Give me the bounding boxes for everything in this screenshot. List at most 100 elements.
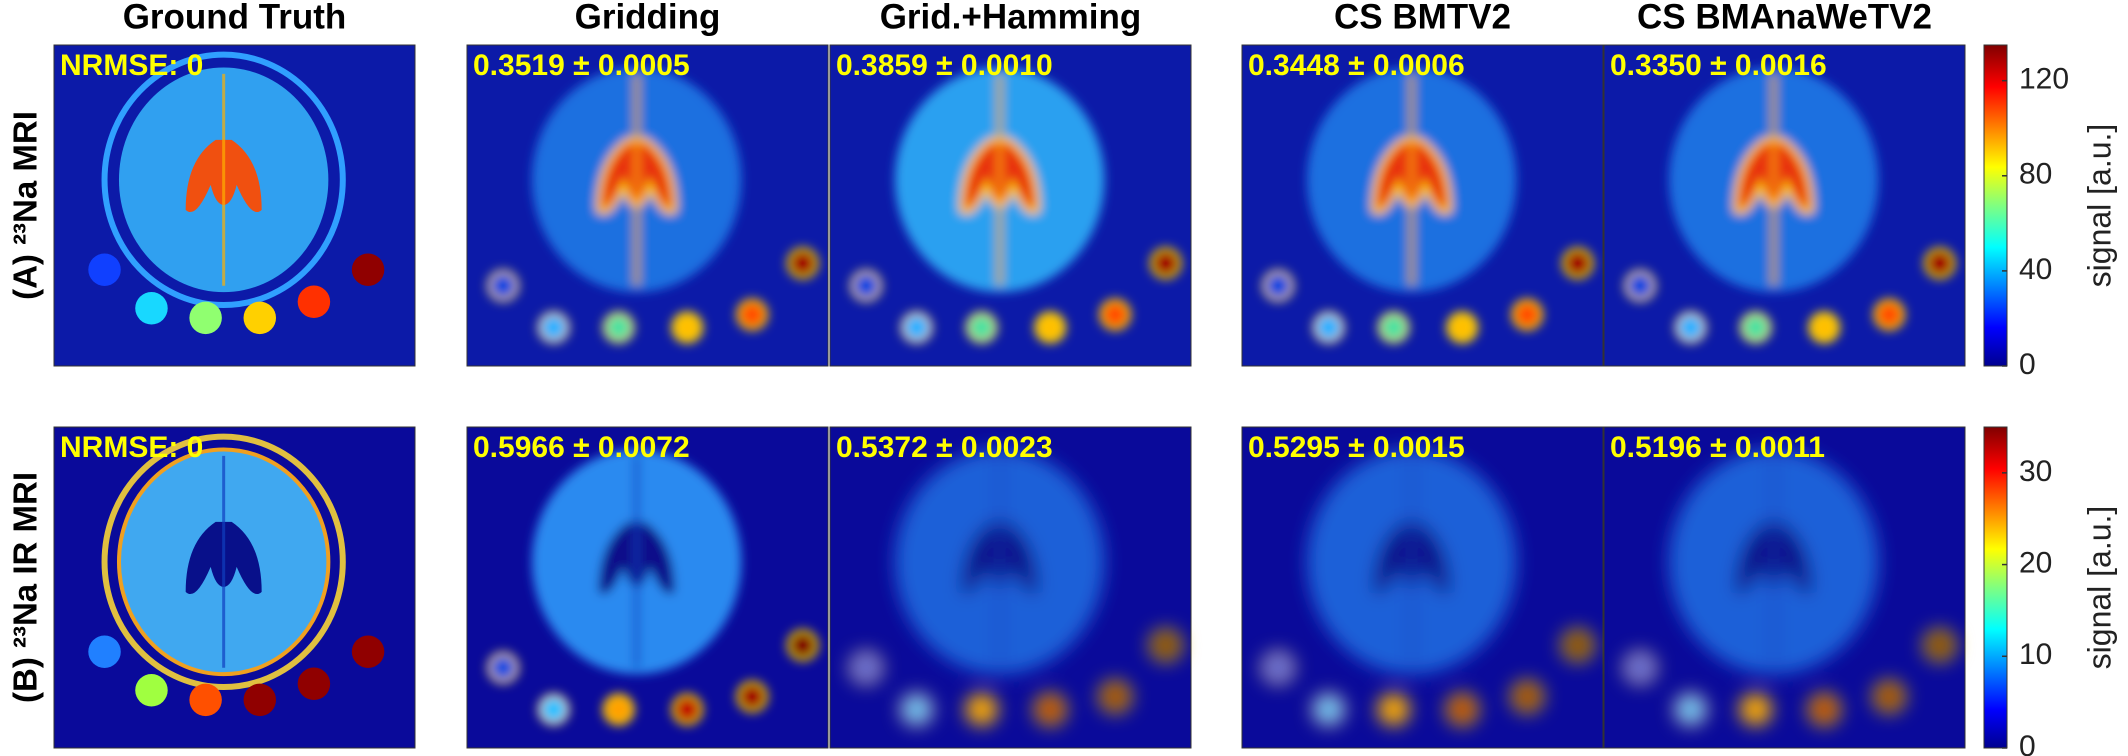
phantom-vial xyxy=(1149,247,1182,280)
image-panel: 0.3448 ± 0.0006 xyxy=(1241,44,1604,367)
phantom-vial xyxy=(1923,247,1956,280)
image-panel: 0.3519 ± 0.0005 xyxy=(466,44,829,367)
colorbar xyxy=(1983,426,2008,749)
phantom-vial xyxy=(786,629,819,662)
phantom-vial xyxy=(900,311,933,344)
column-title: CS BMAnaWeTV2 xyxy=(1637,0,1932,36)
nrmse-label: 0.5966 ± 0.0072 xyxy=(473,431,690,464)
phantom-vial xyxy=(297,667,331,701)
phantom-vial xyxy=(1034,311,1067,344)
brain-image xyxy=(1624,449,1956,726)
phantom-vial xyxy=(736,298,769,331)
phantom-vial xyxy=(243,301,277,335)
image-panel: 0.3859 ± 0.0010 xyxy=(829,44,1192,367)
phantom-vial xyxy=(602,693,635,726)
phantom-vial xyxy=(1099,680,1132,713)
phantom-vial xyxy=(965,693,998,726)
phantom-vial xyxy=(88,635,121,668)
row-label: (B) ²³Na IR MRI xyxy=(7,472,44,703)
phantom-vial xyxy=(1446,693,1479,726)
phantom-vial xyxy=(351,253,385,286)
colorbar-label: signal [a.u.] xyxy=(2081,506,2117,670)
phantom-vial xyxy=(671,693,704,726)
brain-image xyxy=(1262,449,1594,726)
phantom-vial xyxy=(1377,311,1410,344)
phantom-vial xyxy=(487,269,520,302)
phantom-vial xyxy=(1624,651,1657,684)
phantom-vial xyxy=(850,651,883,684)
image-panel: NRMSE: 0 xyxy=(53,44,416,367)
colorbar-tick-label: 80 xyxy=(2019,158,2052,191)
colorbar-tick-label: 0 xyxy=(2019,730,2036,756)
brain-image xyxy=(88,433,385,717)
phantom-vial xyxy=(487,651,520,684)
phantom-vial xyxy=(135,673,168,707)
phantom-vial xyxy=(1739,311,1772,344)
brain-image xyxy=(1624,67,1956,344)
image-panel: 0.3350 ± 0.0016 xyxy=(1603,44,1966,367)
phantom-vial xyxy=(1808,693,1841,726)
nrmse-label: 0.3350 ± 0.0016 xyxy=(1610,49,1827,82)
brain-image xyxy=(850,449,1182,726)
image-panel: 0.5966 ± 0.0072 xyxy=(466,426,829,749)
phantom-vial xyxy=(1262,269,1295,302)
phantom-vial xyxy=(1312,311,1345,344)
phantom-vial xyxy=(965,311,998,344)
phantom-vial xyxy=(1674,693,1707,726)
colorbar-tick-label: 0 xyxy=(2019,348,2036,381)
colorbar-tick-label: 120 xyxy=(2019,63,2069,96)
nrmse-label: 0.3448 ± 0.0006 xyxy=(1248,49,1465,82)
phantom-vial xyxy=(1674,311,1707,344)
phantom-vial xyxy=(1624,269,1657,302)
phantom-vial xyxy=(351,635,385,668)
colorbar-tick-label: 40 xyxy=(2019,253,2052,286)
phantom-vial xyxy=(243,683,277,717)
phantom-vial xyxy=(537,693,570,726)
phantom-vial xyxy=(786,247,819,280)
phantom-vial xyxy=(189,683,222,717)
phantom-vial xyxy=(537,311,570,344)
colorbar-tick-label: 30 xyxy=(2019,455,2052,488)
phantom-vial xyxy=(1808,311,1841,344)
phantom-vial xyxy=(88,253,121,286)
colorbar-tick-label: 10 xyxy=(2019,638,2052,671)
phantom-vial xyxy=(850,269,883,302)
column-title: CS BMTV2 xyxy=(1334,0,1511,36)
phantom-vial xyxy=(1034,693,1067,726)
column-title: Gridding xyxy=(575,0,721,36)
skull xyxy=(101,51,346,309)
phantom-vial xyxy=(1923,629,1956,662)
phantom-vial xyxy=(1511,680,1544,713)
image-panel: NRMSE: 0 xyxy=(53,426,416,749)
brain-image xyxy=(88,51,385,335)
colorbar xyxy=(1983,44,2008,367)
brain-image xyxy=(487,449,819,726)
phantom-vial xyxy=(1377,693,1410,726)
phantom-vial xyxy=(671,311,704,344)
image-panel: 0.5372 ± 0.0023 xyxy=(829,426,1192,749)
nrmse-label: NRMSE: 0 xyxy=(60,431,203,464)
phantom-vial xyxy=(1739,693,1772,726)
brain-image xyxy=(487,67,819,344)
column-title: Grid.+Hamming xyxy=(880,0,1142,36)
phantom-vial xyxy=(900,693,933,726)
nrmse-label: 0.5295 ± 0.0015 xyxy=(1248,431,1465,464)
column-title: Ground Truth xyxy=(123,0,347,36)
skull xyxy=(101,433,346,691)
phantom-vial xyxy=(1873,680,1906,713)
nrmse-label: 0.5372 ± 0.0023 xyxy=(836,431,1053,464)
phantom-vial xyxy=(1312,693,1345,726)
nrmse-label: NRMSE: 0 xyxy=(60,49,203,82)
colorbar-label: signal [a.u.] xyxy=(2081,124,2117,288)
phantom-vial xyxy=(1099,298,1132,331)
phantom-vial xyxy=(1561,629,1594,662)
brain-image xyxy=(1262,67,1594,344)
phantom-vial xyxy=(297,285,331,319)
phantom-vial xyxy=(1511,298,1544,331)
phantom-vial xyxy=(1561,247,1594,280)
phantom-vial xyxy=(189,301,222,335)
row-label: (A) ²³Na MRI xyxy=(7,111,44,300)
phantom-vial xyxy=(1873,298,1906,331)
nrmse-label: 0.3859 ± 0.0010 xyxy=(836,49,1053,82)
